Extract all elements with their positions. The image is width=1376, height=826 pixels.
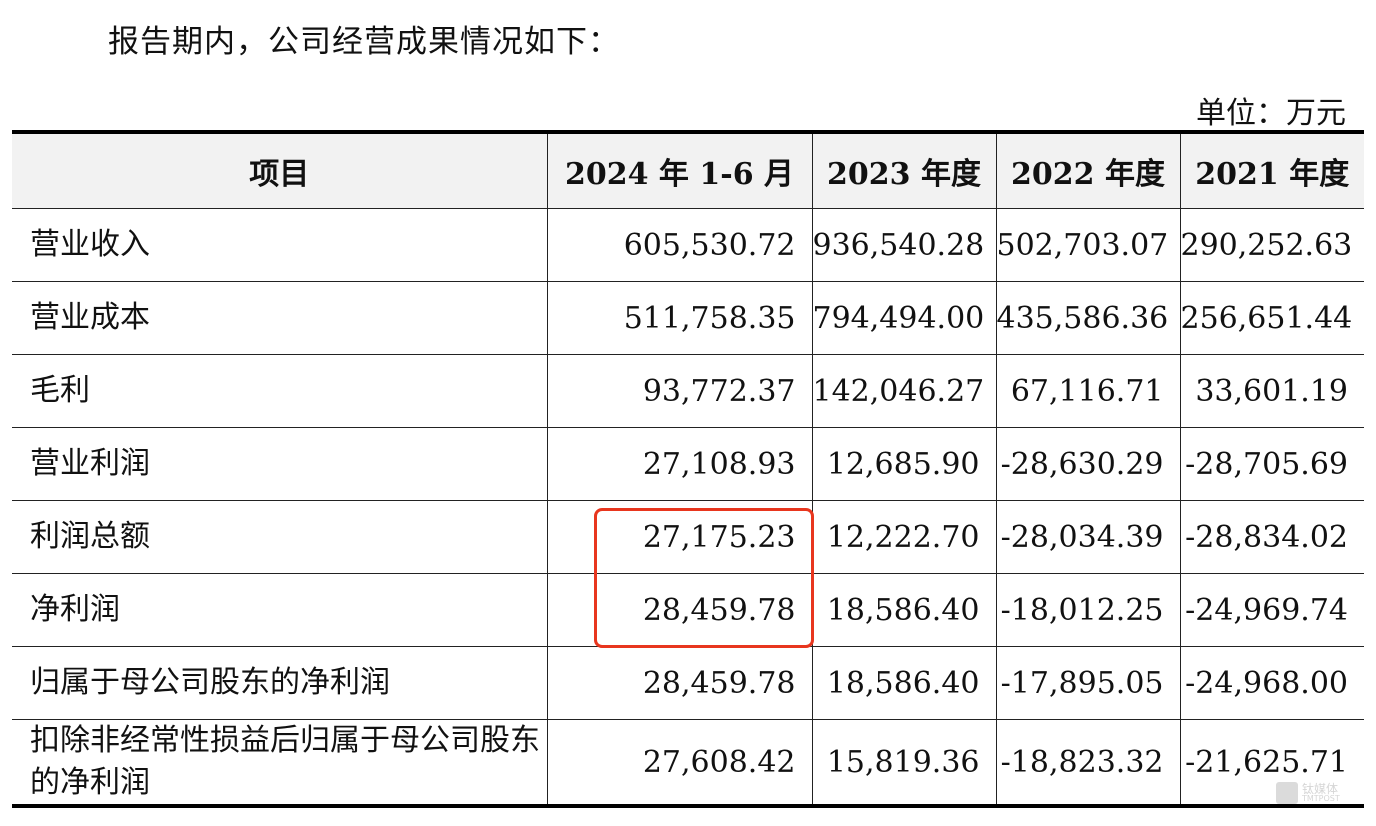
table-row: 归属于母公司股东的净利润 28,459.78 18,586.40 -17,895… (12, 646, 1364, 720)
cell-2021: -21,625.71 (1179, 719, 1364, 808)
cell-2022: -28,630.29 (995, 427, 1181, 501)
table-row: 扣除非经常性损益后归属于母公司股东的净利润 27,608.42 15,819.3… (12, 719, 1364, 808)
row-label: 营业利润 (12, 427, 548, 501)
cell-2024h1: 93,772.37 (546, 354, 813, 428)
cell-2022: -18,012.25 (995, 573, 1181, 647)
cell-2024h1: 605,530.72 (546, 208, 813, 282)
cell-2023: 142,046.27 (811, 354, 997, 428)
cell-2024h1: 28,459.78 (546, 646, 813, 720)
cell-2023: 18,586.40 (811, 646, 997, 720)
watermark-subtext: TMTPOST (1302, 794, 1340, 803)
cell-2021: -24,968.00 (1179, 646, 1364, 720)
table-row: 营业收入 605,530.72 936,540.28 502,703.07 29… (12, 208, 1364, 282)
cell-2022: -28,034.39 (995, 500, 1181, 574)
row-label: 利润总额 (12, 500, 548, 574)
cell-2021: -24,969.74 (1179, 573, 1364, 647)
watermark-logo: 钛媒体 TMTPOST (1276, 778, 1346, 808)
cell-2022: -18,823.32 (995, 719, 1181, 808)
cell-2021: 290,252.63 (1179, 208, 1364, 282)
cell-2022: 502,703.07 (995, 208, 1181, 282)
cell-2023: 15,819.36 (811, 719, 997, 808)
cell-2024h1: 511,758.35 (546, 281, 813, 355)
cell-2023: 12,685.90 (811, 427, 997, 501)
cell-2024h1: 27,108.93 (546, 427, 813, 501)
header-2024h1: 2024 年 1-6 月 (546, 131, 813, 209)
header-2021: 2021 年度 (1179, 131, 1364, 209)
header-item: 项目 (12, 131, 548, 209)
cell-2024h1: 27,608.42 (546, 719, 813, 808)
table-row: 毛利 93,772.37 142,046.27 67,116.71 33,601… (12, 354, 1364, 428)
cell-2021: 33,601.19 (1179, 354, 1364, 428)
highlight-box (594, 508, 814, 648)
row-label: 营业收入 (12, 208, 548, 282)
cell-2023: 12,222.70 (811, 500, 997, 574)
cell-2022: 435,586.36 (995, 281, 1181, 355)
row-label: 营业成本 (12, 281, 548, 355)
watermark-text: 钛媒体 (1302, 782, 1339, 796)
unit-label: 单位：万元 (1196, 96, 1346, 131)
table-row: 利润总额 27,175.23 12,222.70 -28,034.39 -28,… (12, 500, 1364, 574)
cell-2024h1: 27,175.23 (546, 500, 813, 574)
cell-2022: 67,116.71 (995, 354, 1181, 428)
header-2022: 2022 年度 (995, 131, 1181, 209)
cell-2024h1: 28,459.78 (546, 573, 813, 647)
row-label: 净利润 (12, 573, 548, 647)
row-label: 毛利 (12, 354, 548, 428)
cell-2023: 794,494.00 (811, 281, 997, 355)
logo-icon (1276, 782, 1298, 804)
cell-2023: 18,586.40 (811, 573, 997, 647)
cell-2022: -17,895.05 (995, 646, 1181, 720)
table-row: 营业成本 511,758.35 794,494.00 435,586.36 25… (12, 281, 1364, 355)
intro-text: 报告期内，公司经营成果情况如下： (108, 24, 620, 60)
cell-2023: 936,540.28 (811, 208, 997, 282)
cell-2021: -28,834.02 (1179, 500, 1364, 574)
financial-results-table: 项目 2024 年 1-6 月 2023 年度 2022 年度 2021 年度 … (12, 130, 1364, 808)
table-header-row: 项目 2024 年 1-6 月 2023 年度 2022 年度 2021 年度 (12, 131, 1364, 209)
row-label: 扣除非经常性损益后归属于母公司股东的净利润 (12, 719, 548, 808)
cell-2021: 256,651.44 (1179, 281, 1364, 355)
table-row: 营业利润 27,108.93 12,685.90 -28,630.29 -28,… (12, 427, 1364, 501)
header-2023: 2023 年度 (811, 131, 997, 209)
table-row: 净利润 28,459.78 18,586.40 -18,012.25 -24,9… (12, 573, 1364, 647)
row-label: 归属于母公司股东的净利润 (12, 646, 548, 720)
cell-2021: -28,705.69 (1179, 427, 1364, 501)
